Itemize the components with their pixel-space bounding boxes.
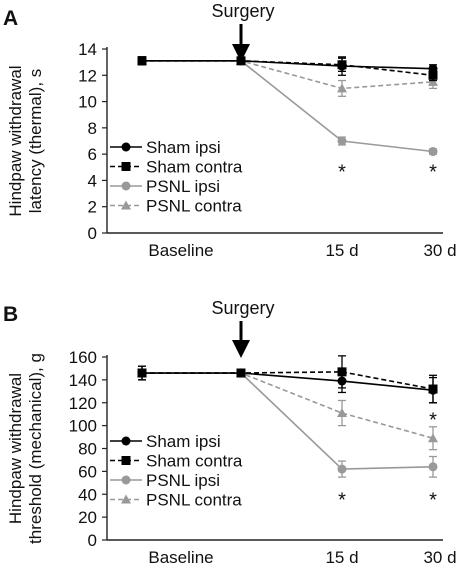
legend-item: PSNL ipsi: [110, 471, 220, 490]
series-sham-contra: [137, 56, 438, 82]
y-tick-label: 14: [78, 40, 97, 59]
x-tick-label: 15 d: [325, 548, 358, 566]
legend-label: PSNL contra: [146, 197, 242, 216]
y-tick-label: 0: [88, 531, 97, 550]
legend-label: PSNL ipsi: [146, 177, 220, 196]
y-tick-label: 60: [78, 462, 97, 481]
y-axis-label-line: threshold (mechanical), g: [26, 353, 45, 544]
legend-label: PSNL contra: [146, 491, 242, 510]
series-line: [142, 372, 434, 439]
legend-item: PSNL ipsi: [110, 177, 220, 196]
legend-item: Sham contra: [110, 452, 243, 471]
data-point: [236, 368, 246, 378]
series-sham-ipsi: [137, 56, 438, 76]
y-tick-label: 140: [69, 371, 97, 390]
panel-a: A 0 2 4 6 8 10 12 14 Baseline 15 d 30 d Hindpaw with…: [3, 1, 457, 260]
series-line: [142, 372, 434, 391]
legend-label: Sham ipsi: [146, 138, 221, 157]
significance-star: *: [338, 490, 346, 512]
series-line: [142, 60, 434, 90]
legend-marker: [121, 142, 131, 152]
legend-item: Sham contra: [110, 158, 243, 177]
y-axis-label-line: Hindpaw withdrawal: [6, 65, 25, 216]
data-point: [428, 462, 438, 472]
panel-label: B: [3, 303, 18, 326]
y-tick-label: 80: [78, 440, 97, 459]
legend-marker: [121, 456, 131, 465]
y-axis-label-line: Hindpaw withdrawal: [6, 373, 25, 524]
legend-marker: [121, 475, 131, 485]
y-tick-label: 4: [88, 171, 97, 190]
y-tick-label: 20: [78, 508, 97, 527]
legend-label: Sham contra: [146, 158, 243, 177]
legend-label: Sham ipsi: [146, 432, 221, 451]
x-tick-label: 30 d: [423, 548, 456, 566]
legend-item: PSNL contra: [110, 491, 242, 510]
data-point: [337, 376, 347, 386]
y-tick-label: 12: [78, 66, 97, 85]
legend-marker: [121, 436, 131, 446]
x-tick-label: Baseline: [148, 241, 213, 260]
legend-marker: [121, 494, 131, 504]
significance-star: *: [429, 490, 437, 512]
legend-marker: [121, 200, 131, 210]
legend-item: Sham ipsi: [110, 138, 221, 157]
series-sham-contra: [137, 355, 438, 404]
y-tick-label: 0: [88, 224, 97, 243]
data-point: [428, 147, 438, 157]
y-axis-label: Hindpaw withdrawal latency (thermal), s: [6, 65, 45, 216]
significance-star: *: [429, 162, 437, 184]
panel-b: B 0 20 40 60 80 100 120 140 160 Baseline 15 d 30 d Hi…: [3, 298, 457, 566]
y-tick-label: 6: [88, 145, 97, 164]
legend-label: PSNL ipsi: [146, 471, 220, 490]
legend-item: PSNL contra: [110, 197, 242, 216]
series-line: [142, 60, 434, 70]
x-tick-label: 30 d: [423, 241, 456, 260]
data-point: [337, 408, 347, 418]
significance-star: *: [429, 409, 437, 431]
surgery-arrow-head: [232, 340, 250, 358]
x-tick-label: Baseline: [148, 548, 213, 566]
data-point: [428, 433, 438, 443]
series-sham-ipsi: [137, 365, 438, 404]
y-tick-label: 160: [69, 348, 97, 367]
data-point: [428, 64, 438, 74]
y-axis-label-line: latency (thermal), s: [26, 69, 45, 214]
surgery-annotation: Surgery: [211, 298, 274, 318]
data-point: [337, 136, 347, 146]
significance-star: *: [338, 162, 346, 184]
data-point: [137, 368, 147, 378]
legend-item: Sham ipsi: [110, 432, 221, 451]
data-point: [337, 61, 347, 71]
surgery-arrow-head: [232, 44, 250, 62]
panel-label: A: [3, 7, 18, 30]
legend-marker: [121, 162, 131, 171]
y-axis-label: Hindpaw withdrawal threshold (mechanical)…: [6, 353, 45, 544]
x-tick-label: 15 d: [325, 241, 358, 260]
data-point: [428, 76, 438, 86]
data-point: [236, 56, 246, 66]
surgery-annotation: Surgery: [211, 1, 274, 21]
y-tick-label: 8: [88, 119, 97, 138]
y-tick-label: 100: [69, 417, 97, 436]
data-point: [428, 70, 438, 80]
legend-label: Sham contra: [146, 452, 243, 471]
data-point: [337, 83, 347, 93]
y-tick-label: 120: [69, 394, 97, 413]
legend-marker: [121, 181, 131, 191]
data-point: [337, 464, 347, 474]
y-tick-label: 40: [78, 485, 97, 504]
y-tick-label: 2: [88, 198, 97, 217]
y-tick-label: 10: [78, 93, 97, 112]
data-point: [137, 56, 147, 66]
data-point: [428, 385, 438, 395]
